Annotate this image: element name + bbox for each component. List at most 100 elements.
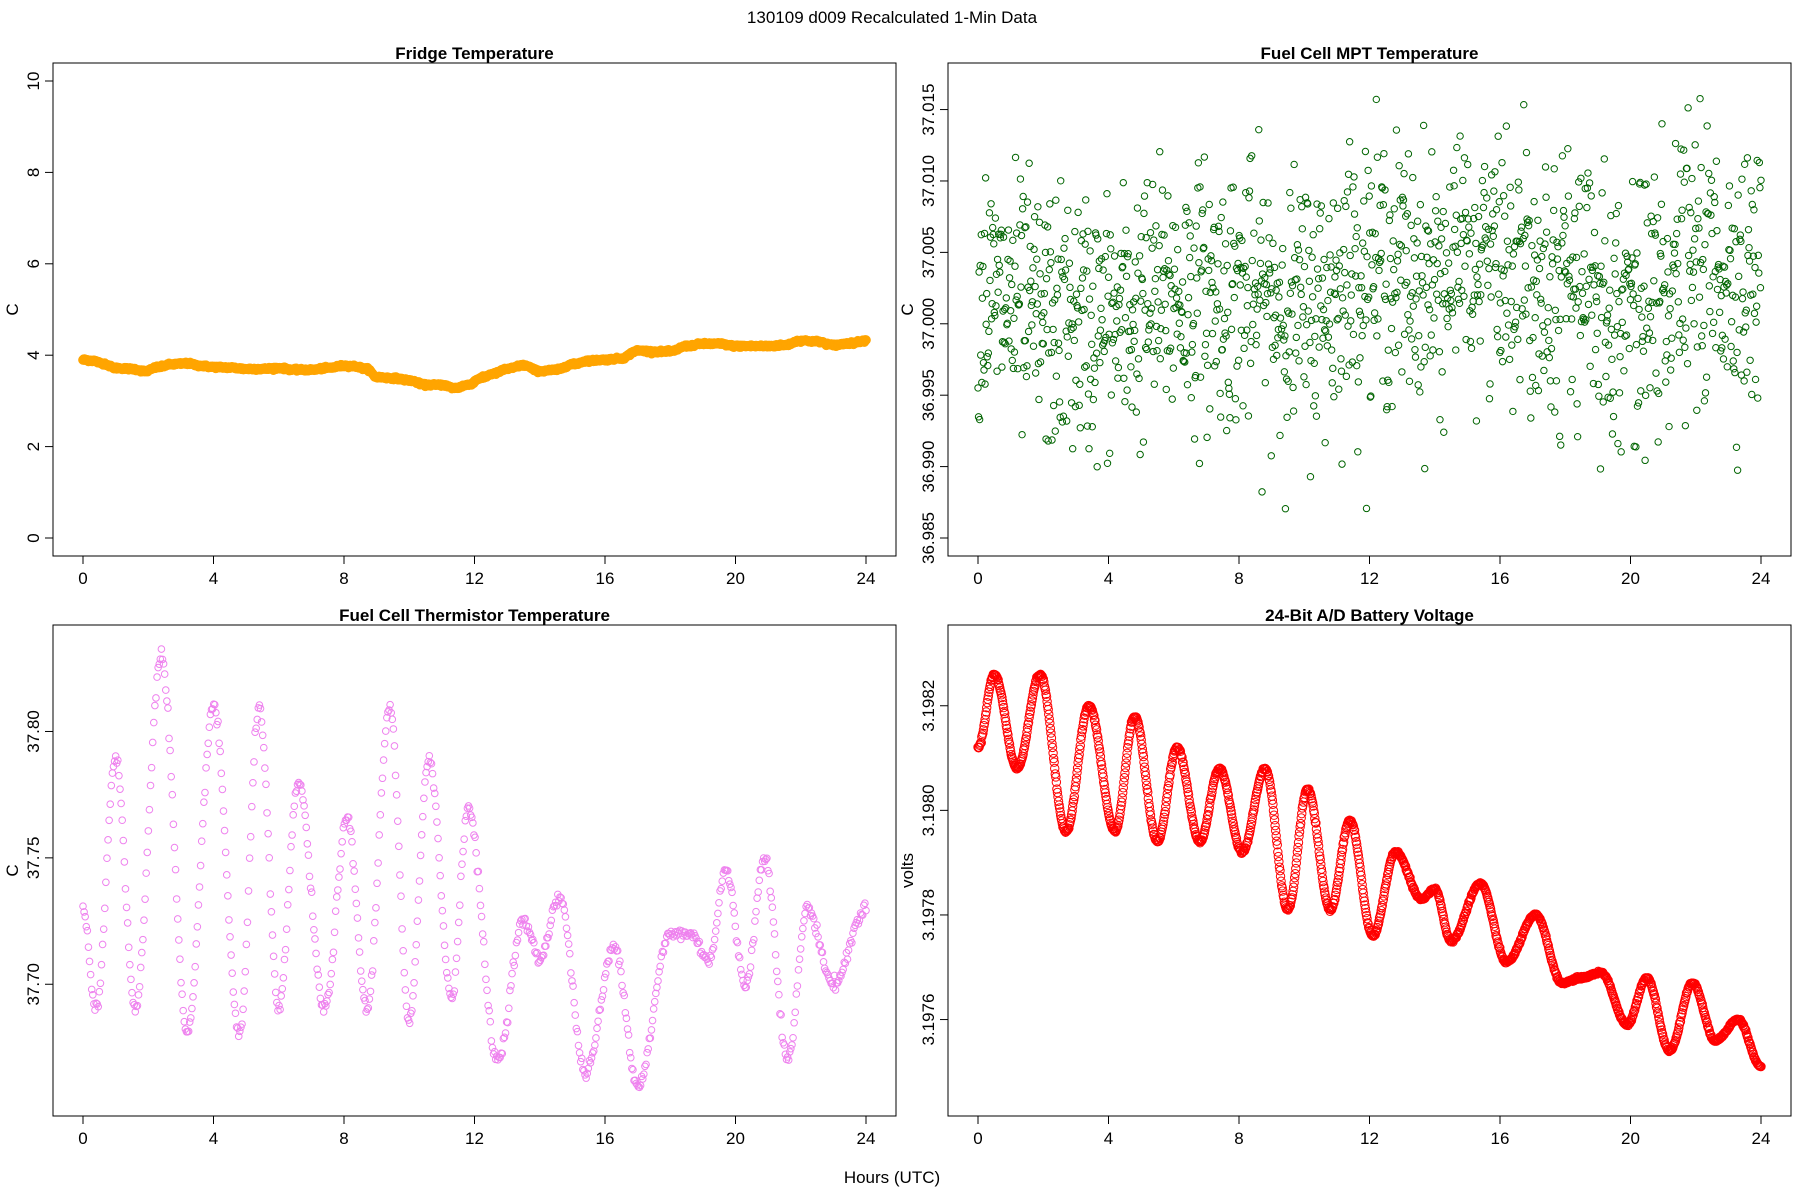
data-point [1583, 203, 1591, 212]
data-point [1004, 255, 1012, 264]
data-point [1099, 266, 1107, 274]
data-point [1678, 315, 1687, 323]
data-point [1564, 144, 1572, 153]
data-point [1029, 264, 1037, 272]
data-point [1432, 193, 1440, 201]
data-point [549, 902, 558, 911]
data-point [1022, 372, 1031, 381]
data-point [245, 854, 254, 862]
data-point [849, 929, 857, 937]
data-point [414, 896, 423, 904]
data-point [111, 752, 120, 760]
data-point [1239, 264, 1248, 272]
data-point [392, 791, 401, 799]
data-point [143, 848, 152, 857]
data-point [1433, 259, 1441, 268]
data-point [1138, 275, 1147, 284]
data-point [115, 771, 123, 780]
data-point [677, 935, 685, 944]
data-point [270, 970, 279, 978]
data-point [995, 261, 1003, 269]
data-point [548, 906, 557, 914]
data-point [1710, 192, 1718, 201]
data-point [275, 1001, 283, 1010]
data-point [1122, 272, 1131, 280]
data-point [1484, 225, 1493, 234]
data-point [1044, 437, 1052, 445]
data-point [1288, 281, 1297, 290]
data-point [1664, 312, 1673, 320]
data-point [1024, 709, 1035, 719]
data-point [1414, 381, 1422, 389]
data-point [983, 353, 991, 361]
data-point [990, 308, 999, 317]
data-point [1478, 176, 1487, 185]
data-point [1141, 780, 1152, 790]
data-point [1638, 313, 1646, 321]
data-point [1088, 340, 1096, 349]
data-point [1648, 298, 1656, 307]
data-point [1226, 227, 1235, 235]
data-point [1692, 224, 1700, 233]
data-point [1591, 345, 1600, 354]
data-point [1650, 277, 1658, 285]
data-point [178, 990, 186, 999]
data-point [428, 769, 437, 778]
data-point [335, 873, 343, 881]
data-point [1418, 279, 1427, 287]
data-point [1381, 879, 1391, 889]
data-point [216, 747, 225, 756]
data-point [1136, 297, 1145, 305]
data-point [1319, 305, 1328, 314]
data-point [1107, 245, 1115, 253]
data-point [1369, 283, 1378, 291]
data-point [1046, 200, 1054, 208]
data-point [213, 720, 221, 729]
data-point [1226, 414, 1234, 422]
data-point [1117, 793, 1127, 803]
data-point [1578, 267, 1586, 276]
data-point [770, 930, 779, 938]
data-point [1670, 249, 1679, 257]
data-point [1052, 787, 1063, 798]
data-point [744, 973, 753, 981]
data-point [1452, 346, 1460, 354]
data-point [979, 262, 987, 271]
data-point [1746, 356, 1754, 364]
data-point [695, 937, 704, 946]
data-point [1201, 340, 1210, 349]
data-point [1696, 94, 1704, 103]
data-point [1196, 373, 1205, 381]
data-point [1245, 187, 1254, 195]
data-point [1551, 306, 1560, 314]
data-point [1629, 290, 1637, 298]
data-point [1566, 388, 1575, 396]
data-point [521, 914, 529, 923]
data-point [767, 894, 776, 902]
data-point [1040, 289, 1049, 298]
data-point [1291, 863, 1301, 874]
data-point [1711, 198, 1719, 207]
data-point [753, 894, 761, 902]
data-point [1088, 423, 1096, 431]
data-point [1327, 346, 1336, 354]
data-point [1466, 337, 1475, 346]
data-point [1223, 790, 1233, 800]
y-tick-label: 6 [24, 259, 43, 268]
data-point [1038, 674, 1048, 684]
data-point [301, 811, 309, 820]
data-point [1668, 334, 1676, 342]
data-point [97, 960, 106, 969]
data-point [1087, 311, 1095, 319]
data-point [1601, 237, 1609, 245]
data-point [1368, 261, 1376, 269]
data-point [1493, 325, 1501, 334]
data-point [1380, 292, 1389, 300]
data-point [1434, 296, 1443, 305]
data-point [1175, 287, 1183, 296]
data-point [1587, 192, 1595, 200]
data-point [1508, 262, 1517, 270]
data-point [134, 991, 143, 999]
data-point [1133, 204, 1142, 212]
data-point [1064, 352, 1073, 360]
